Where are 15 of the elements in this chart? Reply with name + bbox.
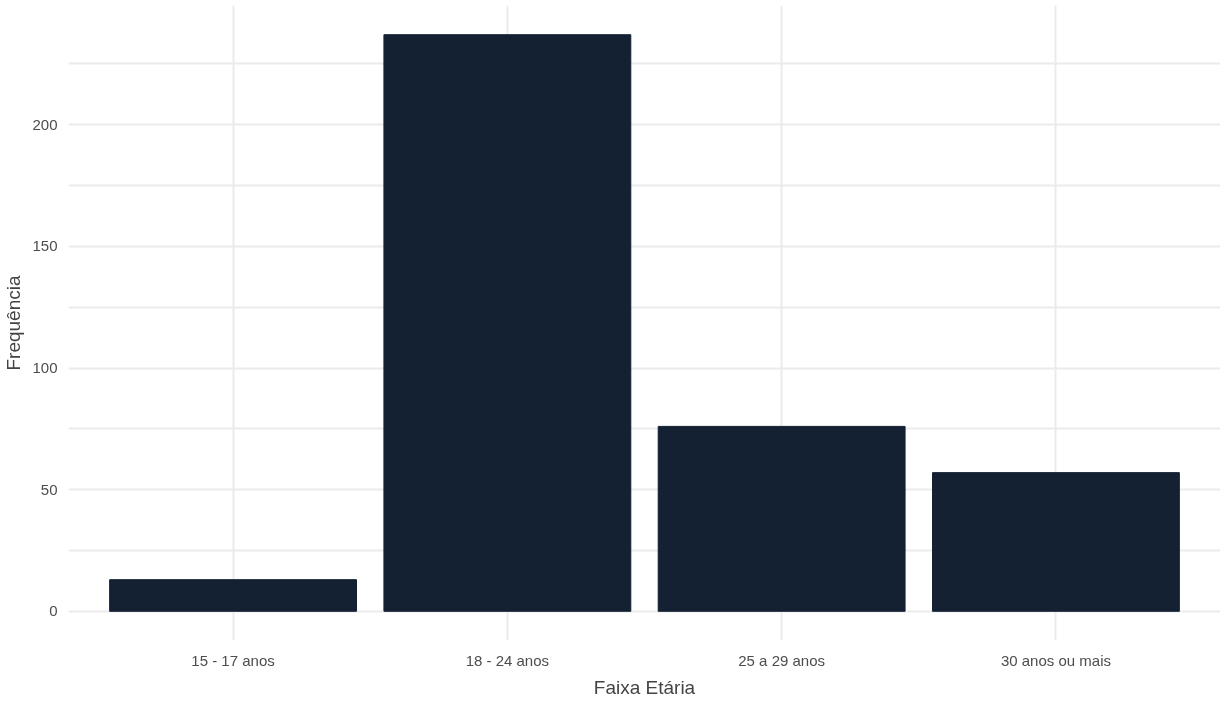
y-tick-label: 200 [32,115,58,133]
bar [932,472,1180,612]
y-tick-label: 0 [49,602,58,620]
x-tick-label: 18 - 24 anos [465,651,550,669]
y-tick-label: 100 [32,359,58,377]
bar [109,579,357,612]
bar [383,34,632,612]
x-tick-label: 15 - 17 anos [191,651,275,669]
bar [657,425,906,612]
y-tick-label: 150 [32,237,58,255]
y-tick-label: 50 [40,480,58,498]
x-tick-label: 25 a 29 anos [738,651,826,669]
y-axis-title: Frequência [3,275,25,371]
x-tick-label: 30 anos ou mais [1000,651,1111,669]
x-axis-title: Faixa Etária [593,676,696,698]
